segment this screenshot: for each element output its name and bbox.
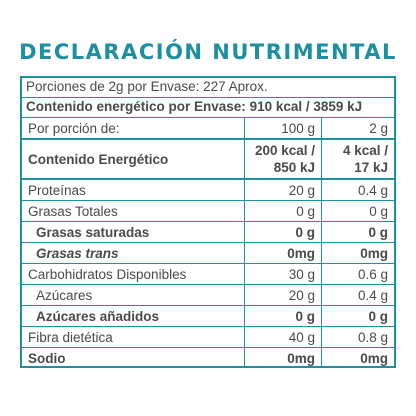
energy-per-container-label: Contenido energético por Envase: (26, 99, 246, 114)
serving-label: Por porción de: (22, 118, 245, 140)
energy-2g-kj: 17 kJ (354, 160, 388, 175)
table-row: Fibra dietética 40 g 0.8 g (22, 326, 394, 348)
table-row: Azúcares añadidos 0 g 0 g (22, 305, 394, 327)
portions-line: Porciones de 2g por Envase: 227 Aprox. (26, 79, 268, 94)
value-2g: 0 g (321, 200, 394, 222)
nutrient-label: Azúcares añadidos (22, 305, 245, 327)
value-2g: 0.6 g (321, 263, 394, 285)
energy-100g-kcal: 200 kcal / (254, 143, 315, 158)
table-row: Azúcares 20 g 0.4 g (22, 284, 394, 306)
table-row: Proteínas 20 g 0.4 g (22, 179, 394, 201)
energy-100g-kj: 850 kJ (273, 160, 315, 175)
energy-2g: 4 kcal / 17 kJ (321, 139, 394, 180)
value-100g: 0 g (244, 305, 322, 327)
energy-label: Contenido Energético (22, 139, 245, 180)
nutrient-label: Grasas trans (22, 242, 245, 264)
divider (20, 117, 396, 118)
value-2g: 0 g (321, 305, 394, 327)
nutrient-label: Fibra dietética (22, 326, 245, 348)
value-2g: 0 g (321, 221, 394, 243)
nutrient-label: Carbohidratos Disponibles (22, 263, 245, 285)
energy-per-container: Contenido energético por Envase: 910 kca… (20, 99, 396, 114)
energy-100g: 200 kcal / 850 kJ (244, 139, 322, 180)
divider (20, 97, 396, 98)
value-100g: 20 g (244, 284, 322, 306)
nutrient-label: Azúcares (22, 284, 245, 306)
energy-2g-kcal: 4 kcal / (342, 143, 388, 158)
value-2g: 0.4 g (321, 284, 394, 306)
value-2g: 0.8 g (321, 326, 394, 348)
table-header-row: Por porción de: 100 g 2 g (22, 118, 394, 140)
value-100g: 30 g (244, 263, 322, 285)
nutrition-table: Por porción de: 100 g 2 g Contenido Ener… (22, 118, 394, 368)
table-row: Grasas trans 0mg 0mg (22, 242, 394, 264)
table-row: Sodio 0mg 0mg (22, 347, 394, 368)
table-row: Carbohidratos Disponibles 30 g 0.6 g (22, 263, 394, 285)
serving-100g: 100 g (244, 118, 322, 140)
nutrient-label: Grasas saturadas (22, 221, 245, 243)
energy-row: Contenido Energético 200 kcal / 850 kJ 4… (22, 139, 394, 180)
nutrient-label: Sodio (28, 350, 66, 366)
panel-title: DECLARACIÓN NUTRIMENTAL (19, 40, 397, 64)
value-100g: 0 g (244, 200, 322, 222)
value-2g: 0mg (321, 242, 394, 264)
value-100g: 20 g (244, 179, 322, 201)
value-2g: 0.4 g (321, 179, 394, 201)
value-100g: 40 g (244, 326, 322, 348)
table-row: Grasas Totales 0 g 0 g (22, 200, 394, 222)
nutrition-panel (20, 76, 396, 368)
nutrient-label: Proteínas (22, 179, 245, 201)
energy-per-container-value: 910 kcal / 3859 kJ (249, 99, 363, 114)
serving-2g: 2 g (321, 118, 394, 140)
table-row: Grasas saturadas 0 g 0 g (22, 221, 394, 243)
value-2g: 0mg (321, 347, 394, 368)
value-100g: 0mg (244, 242, 322, 264)
nutrient-label: Grasas Totales (22, 200, 245, 222)
value-100g: 0 g (244, 221, 322, 243)
value-100g: 0mg (244, 347, 322, 368)
